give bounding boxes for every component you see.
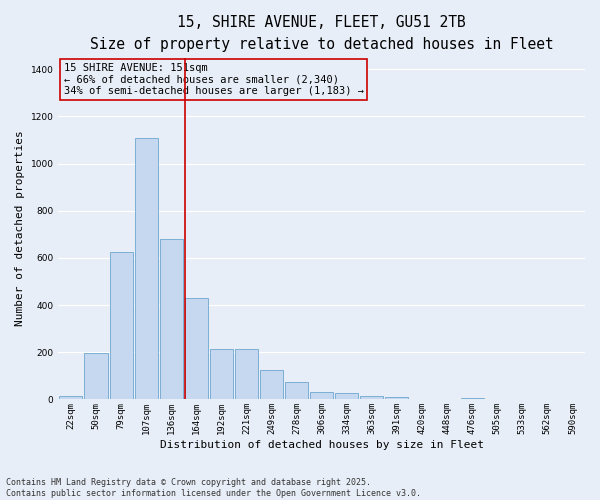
Bar — [110, 252, 133, 400]
Bar — [310, 392, 333, 400]
Y-axis label: Number of detached properties: Number of detached properties — [15, 130, 25, 326]
Bar — [59, 396, 82, 400]
Text: Contains HM Land Registry data © Crown copyright and database right 2025.
Contai: Contains HM Land Registry data © Crown c… — [6, 478, 421, 498]
Bar — [235, 348, 258, 400]
Bar — [210, 348, 233, 400]
Bar — [361, 396, 383, 400]
Bar — [461, 398, 484, 400]
X-axis label: Distribution of detached houses by size in Fleet: Distribution of detached houses by size … — [160, 440, 484, 450]
Bar — [260, 370, 283, 400]
Bar — [335, 393, 358, 400]
Bar — [160, 239, 183, 400]
Bar — [134, 138, 158, 400]
Bar — [285, 382, 308, 400]
Bar — [385, 397, 409, 400]
Bar — [85, 354, 107, 400]
Bar — [185, 298, 208, 400]
Text: 15 SHIRE AVENUE: 151sqm
← 66% of detached houses are smaller (2,340)
34% of semi: 15 SHIRE AVENUE: 151sqm ← 66% of detache… — [64, 62, 364, 96]
Title: 15, SHIRE AVENUE, FLEET, GU51 2TB
Size of property relative to detached houses i: 15, SHIRE AVENUE, FLEET, GU51 2TB Size o… — [90, 15, 554, 52]
